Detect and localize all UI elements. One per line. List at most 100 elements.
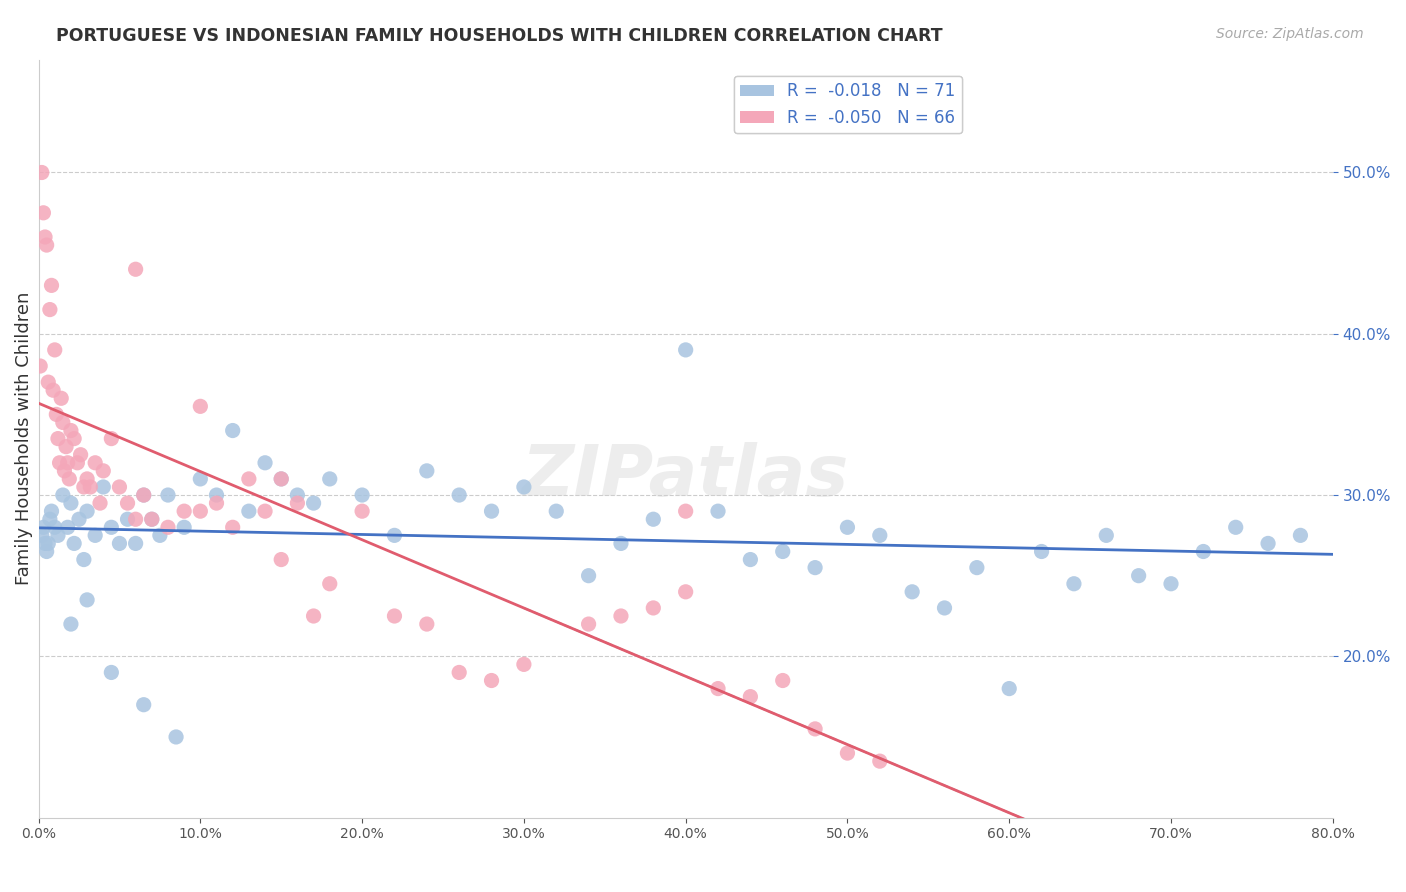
- Point: [141, 512, 163, 526]
- Text: Source: ZipAtlas.com: Source: ZipAtlas.com: [1216, 27, 1364, 41]
- Point: [966, 560, 988, 574]
- Point: [46, 528, 69, 542]
- Point: [643, 601, 665, 615]
- Point: [165, 730, 187, 744]
- Y-axis label: Family Households with Children: Family Households with Children: [15, 292, 32, 585]
- Point: [221, 520, 243, 534]
- Point: [76, 593, 98, 607]
- Point: [58, 472, 80, 486]
- Point: [132, 698, 155, 712]
- Point: [707, 681, 730, 696]
- Point: [481, 504, 503, 518]
- Point: [37, 536, 59, 550]
- Point: [869, 754, 891, 768]
- Point: [38, 302, 60, 317]
- Point: [238, 472, 260, 486]
- Point: [32, 206, 55, 220]
- Point: [205, 496, 228, 510]
- Point: [84, 528, 107, 542]
- Point: [740, 552, 762, 566]
- Point: [37, 375, 59, 389]
- Point: [675, 584, 697, 599]
- Point: [1031, 544, 1053, 558]
- Point: [513, 480, 536, 494]
- Point: [55, 440, 77, 454]
- Point: [91, 464, 114, 478]
- Point: [48, 456, 70, 470]
- Point: [42, 383, 65, 397]
- Point: [173, 504, 195, 518]
- Point: [124, 262, 146, 277]
- Point: [1095, 528, 1118, 542]
- Point: [1257, 536, 1279, 550]
- Point: [117, 512, 139, 526]
- Point: [156, 488, 179, 502]
- Point: [449, 665, 471, 680]
- Point: [707, 504, 730, 518]
- Point: [59, 496, 82, 510]
- Point: [869, 528, 891, 542]
- Point: [254, 504, 277, 518]
- Point: [934, 601, 956, 615]
- Point: [740, 690, 762, 704]
- Point: [34, 536, 56, 550]
- Point: [384, 609, 406, 624]
- Point: [38, 512, 60, 526]
- Point: [132, 488, 155, 502]
- Point: [804, 560, 827, 574]
- Point: [100, 665, 122, 680]
- Point: [610, 609, 633, 624]
- Point: [35, 238, 58, 252]
- Point: [46, 432, 69, 446]
- Point: [546, 504, 568, 518]
- Point: [53, 464, 76, 478]
- Point: [56, 456, 79, 470]
- Point: [100, 520, 122, 534]
- Point: [66, 456, 89, 470]
- Point: [319, 472, 342, 486]
- Point: [34, 230, 56, 244]
- Point: [32, 520, 55, 534]
- Point: [41, 278, 63, 293]
- Point: [610, 536, 633, 550]
- Point: [416, 464, 439, 478]
- Point: [44, 343, 66, 357]
- Text: PORTUGUESE VS INDONESIAN FAMILY HOUSEHOLDS WITH CHILDREN CORRELATION CHART: PORTUGUESE VS INDONESIAN FAMILY HOUSEHOL…: [56, 27, 943, 45]
- Point: [188, 504, 211, 518]
- Point: [76, 472, 98, 486]
- Point: [59, 617, 82, 632]
- Point: [91, 480, 114, 494]
- Point: [108, 480, 131, 494]
- Point: [384, 528, 406, 542]
- Point: [643, 512, 665, 526]
- Point: [79, 480, 101, 494]
- Point: [31, 528, 53, 542]
- Point: [56, 520, 79, 534]
- Point: [513, 657, 536, 672]
- Point: [804, 722, 827, 736]
- Point: [35, 544, 58, 558]
- Point: [837, 746, 859, 760]
- Point: [837, 520, 859, 534]
- Point: [63, 432, 86, 446]
- Point: [1225, 520, 1247, 534]
- Point: [578, 568, 600, 582]
- Point: [578, 617, 600, 632]
- Point: [449, 488, 471, 502]
- Point: [52, 488, 75, 502]
- Point: [352, 504, 374, 518]
- Point: [89, 496, 111, 510]
- Point: [117, 496, 139, 510]
- Point: [156, 520, 179, 534]
- Text: ZIPatlas: ZIPatlas: [522, 442, 849, 511]
- Point: [1192, 544, 1215, 558]
- Point: [51, 392, 73, 406]
- Point: [31, 165, 53, 179]
- Point: [302, 609, 325, 624]
- Point: [188, 472, 211, 486]
- Point: [132, 488, 155, 502]
- Point: [69, 448, 91, 462]
- Point: [287, 496, 309, 510]
- Point: [287, 488, 309, 502]
- Point: [173, 520, 195, 534]
